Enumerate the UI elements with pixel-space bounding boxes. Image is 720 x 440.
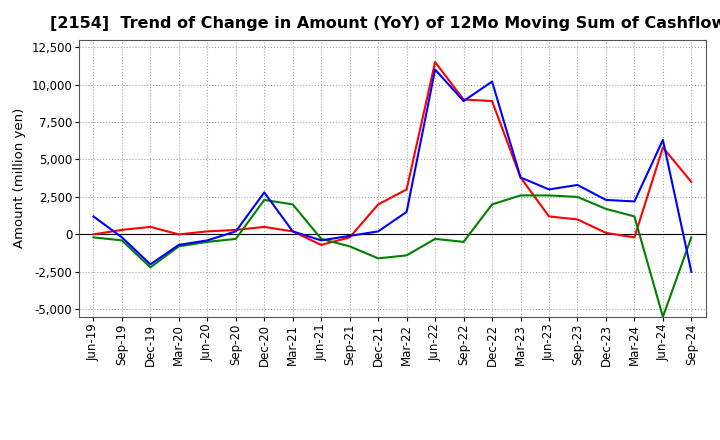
Title: [2154]  Trend of Change in Amount (YoY) of 12Mo Moving Sum of Cashflows: [2154] Trend of Change in Amount (YoY) o…	[50, 16, 720, 32]
Operating Cashflow	[146, 224, 155, 230]
Free Cashflow	[545, 187, 554, 192]
Free Cashflow	[459, 99, 468, 104]
Free Cashflow	[431, 67, 439, 72]
Investing Cashflow	[573, 194, 582, 200]
Free Cashflow	[630, 199, 639, 204]
Operating Cashflow	[232, 227, 240, 232]
Investing Cashflow	[346, 244, 354, 249]
Free Cashflow	[117, 235, 126, 240]
Operating Cashflow	[346, 235, 354, 240]
Free Cashflow	[573, 182, 582, 187]
Investing Cashflow	[687, 235, 696, 240]
Free Cashflow	[289, 229, 297, 234]
Investing Cashflow	[317, 236, 325, 242]
Free Cashflow	[402, 209, 411, 215]
Operating Cashflow	[174, 232, 183, 237]
Investing Cashflow	[117, 238, 126, 243]
Free Cashflow	[260, 190, 269, 195]
Operating Cashflow	[402, 187, 411, 192]
Investing Cashflow	[545, 193, 554, 198]
Free Cashflow	[203, 238, 212, 243]
Operating Cashflow	[573, 217, 582, 222]
Line: Free Cashflow: Free Cashflow	[94, 70, 691, 272]
Investing Cashflow	[402, 253, 411, 258]
Free Cashflow	[602, 197, 611, 202]
Operating Cashflow	[317, 242, 325, 248]
Investing Cashflow	[260, 197, 269, 202]
Free Cashflow	[317, 238, 325, 243]
Investing Cashflow	[459, 239, 468, 245]
Investing Cashflow	[146, 265, 155, 270]
Investing Cashflow	[174, 244, 183, 249]
Free Cashflow	[146, 262, 155, 267]
Free Cashflow	[89, 214, 98, 219]
Line: Operating Cashflow: Operating Cashflow	[94, 62, 691, 245]
Free Cashflow	[232, 229, 240, 234]
Operating Cashflow	[459, 97, 468, 102]
Free Cashflow	[346, 233, 354, 238]
Operating Cashflow	[659, 145, 667, 150]
Free Cashflow	[174, 242, 183, 248]
Operating Cashflow	[89, 232, 98, 237]
Line: Investing Cashflow: Investing Cashflow	[94, 195, 691, 317]
Operating Cashflow	[545, 214, 554, 219]
Investing Cashflow	[374, 256, 382, 261]
Investing Cashflow	[659, 314, 667, 319]
Investing Cashflow	[630, 214, 639, 219]
Operating Cashflow	[374, 202, 382, 207]
Free Cashflow	[487, 79, 496, 84]
Operating Cashflow	[602, 230, 611, 235]
Operating Cashflow	[630, 235, 639, 240]
Investing Cashflow	[289, 202, 297, 207]
Free Cashflow	[659, 137, 667, 143]
Y-axis label: Amount (million yen): Amount (million yen)	[13, 108, 26, 248]
Operating Cashflow	[431, 59, 439, 65]
Investing Cashflow	[89, 235, 98, 240]
Investing Cashflow	[487, 202, 496, 207]
Investing Cashflow	[516, 193, 525, 198]
Operating Cashflow	[516, 175, 525, 180]
Operating Cashflow	[487, 99, 496, 104]
Free Cashflow	[516, 175, 525, 180]
Operating Cashflow	[260, 224, 269, 230]
Operating Cashflow	[117, 227, 126, 232]
Investing Cashflow	[203, 239, 212, 245]
Investing Cashflow	[232, 236, 240, 242]
Free Cashflow	[687, 269, 696, 275]
Investing Cashflow	[602, 206, 611, 212]
Investing Cashflow	[431, 236, 439, 242]
Free Cashflow	[374, 229, 382, 234]
Operating Cashflow	[203, 229, 212, 234]
Operating Cashflow	[289, 229, 297, 234]
Operating Cashflow	[687, 180, 696, 185]
